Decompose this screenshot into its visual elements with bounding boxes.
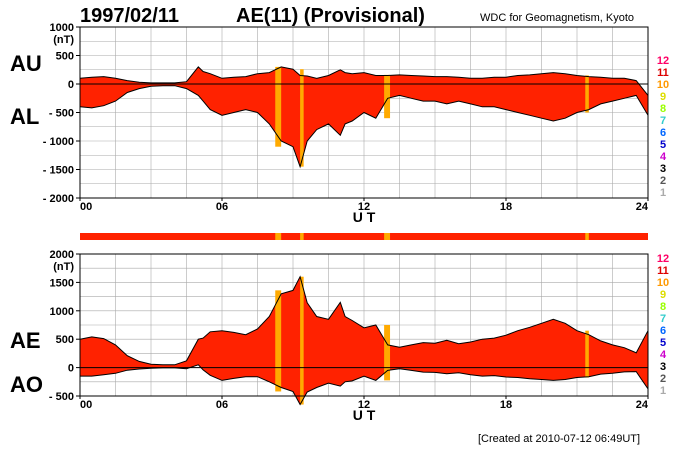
legend-entry: 5 xyxy=(659,139,667,151)
series-line-al xyxy=(79,85,649,169)
series-line-ao xyxy=(80,364,649,406)
legend-entry: 6 xyxy=(659,127,667,139)
legend-entry: 5 xyxy=(659,337,667,349)
legend-entry: 2 xyxy=(659,175,667,187)
data-gap-band xyxy=(300,276,304,405)
y-tick-label: - 500 xyxy=(49,108,74,120)
legend-entry: 4 xyxy=(659,349,667,361)
legend-entry: 6 xyxy=(659,325,667,337)
y-tick-label: 500 xyxy=(56,334,74,346)
data-gap-band xyxy=(275,66,282,147)
y-tick-label: 0 xyxy=(68,79,74,91)
station-count-legend-top: 12 11 10 9 8 7 6 5 4 3 2 1 xyxy=(655,55,671,199)
x-tick-label: 06 xyxy=(216,201,228,213)
data-gap-band xyxy=(384,74,391,119)
y-tick-label: 1000 xyxy=(50,22,74,34)
x-tick-label: 24 xyxy=(636,201,649,213)
index-title: AE(11) (Provisional) xyxy=(236,5,425,27)
y-tick-label: 1500 xyxy=(50,277,74,289)
legend-entry: 10 xyxy=(656,277,670,289)
series-line-ae xyxy=(79,275,649,366)
x-tick-label: 12 xyxy=(358,201,370,213)
x-axis-title: U T xyxy=(353,407,376,423)
legend-entry: 12 xyxy=(656,253,670,265)
data-gap-band xyxy=(384,325,391,381)
index-area-fill xyxy=(80,276,648,405)
y-tick-label: - 1500 xyxy=(43,165,74,177)
y-tick-label: - 2000 xyxy=(43,193,74,205)
legend-entry: 11 xyxy=(657,265,669,277)
data-gap-band xyxy=(585,330,589,378)
legend-entry: 12 xyxy=(656,55,670,67)
legend-entry: 4 xyxy=(659,151,667,163)
legend-entry: 1 xyxy=(659,187,667,199)
data-coverage-gap xyxy=(384,233,391,240)
data-gap-band xyxy=(275,290,282,392)
legend-entry: 10 xyxy=(656,79,670,91)
ae-axis-label: AE xyxy=(10,328,41,353)
x-tick-label: 18 xyxy=(500,399,512,411)
date-label: 1997/02/11 xyxy=(80,5,179,27)
data-gap-band xyxy=(585,75,589,113)
legend-entry: 8 xyxy=(659,301,667,313)
x-tick-label: 24 xyxy=(636,399,649,411)
data-coverage-gap xyxy=(275,233,282,240)
index-area-fill xyxy=(80,66,648,167)
y-unit-label: (nT) xyxy=(53,34,74,46)
y-unit-label: (nT) xyxy=(53,261,74,273)
x-tick-label: 00 xyxy=(80,201,92,213)
x-tick-label: 06 xyxy=(216,399,228,411)
y-tick-label: 500 xyxy=(56,51,74,63)
legend-entry: 7 xyxy=(659,115,667,127)
x-tick-label: 00 xyxy=(80,399,92,411)
ao-axis-label: AO xyxy=(10,372,43,397)
x-tick-label: 18 xyxy=(500,201,512,213)
legend-entry: 11 xyxy=(657,67,669,79)
y-tick-label: - 500 xyxy=(49,391,74,403)
created-timestamp: [Created at 2010-07-12 06:49UT] xyxy=(478,433,641,445)
legend-entry: 7 xyxy=(659,313,667,325)
y-tick-label: - 1000 xyxy=(43,136,74,148)
au-axis-label: AU xyxy=(10,51,42,76)
legend-entry: 9 xyxy=(659,91,667,103)
data-coverage-gap xyxy=(300,233,304,240)
legend-entry: 2 xyxy=(659,373,667,385)
legend-entry: 3 xyxy=(659,163,667,175)
data-coverage-bar xyxy=(80,233,648,240)
station-count-legend-bottom: 12 11 10 9 8 7 6 5 4 3 2 1 xyxy=(655,253,671,397)
legend-entry: 9 xyxy=(659,289,667,301)
data-gap-band xyxy=(300,69,304,167)
series-line-au xyxy=(79,66,649,96)
x-tick-label: 12 xyxy=(358,399,370,411)
y-tick-label: 0 xyxy=(68,363,74,375)
y-tick-label: 1000 xyxy=(50,306,74,318)
al-axis-label: AL xyxy=(10,104,40,129)
x-axis-title: U T xyxy=(353,209,376,225)
source-label: WDC for Geomagnetism, Kyoto xyxy=(480,12,635,24)
legend-entry: 3 xyxy=(659,361,667,373)
legend-entry: 1 xyxy=(659,385,667,397)
data-coverage-gap xyxy=(585,233,589,240)
legend-entry: 8 xyxy=(659,103,667,115)
y-tick-label: 2000 xyxy=(50,249,74,261)
